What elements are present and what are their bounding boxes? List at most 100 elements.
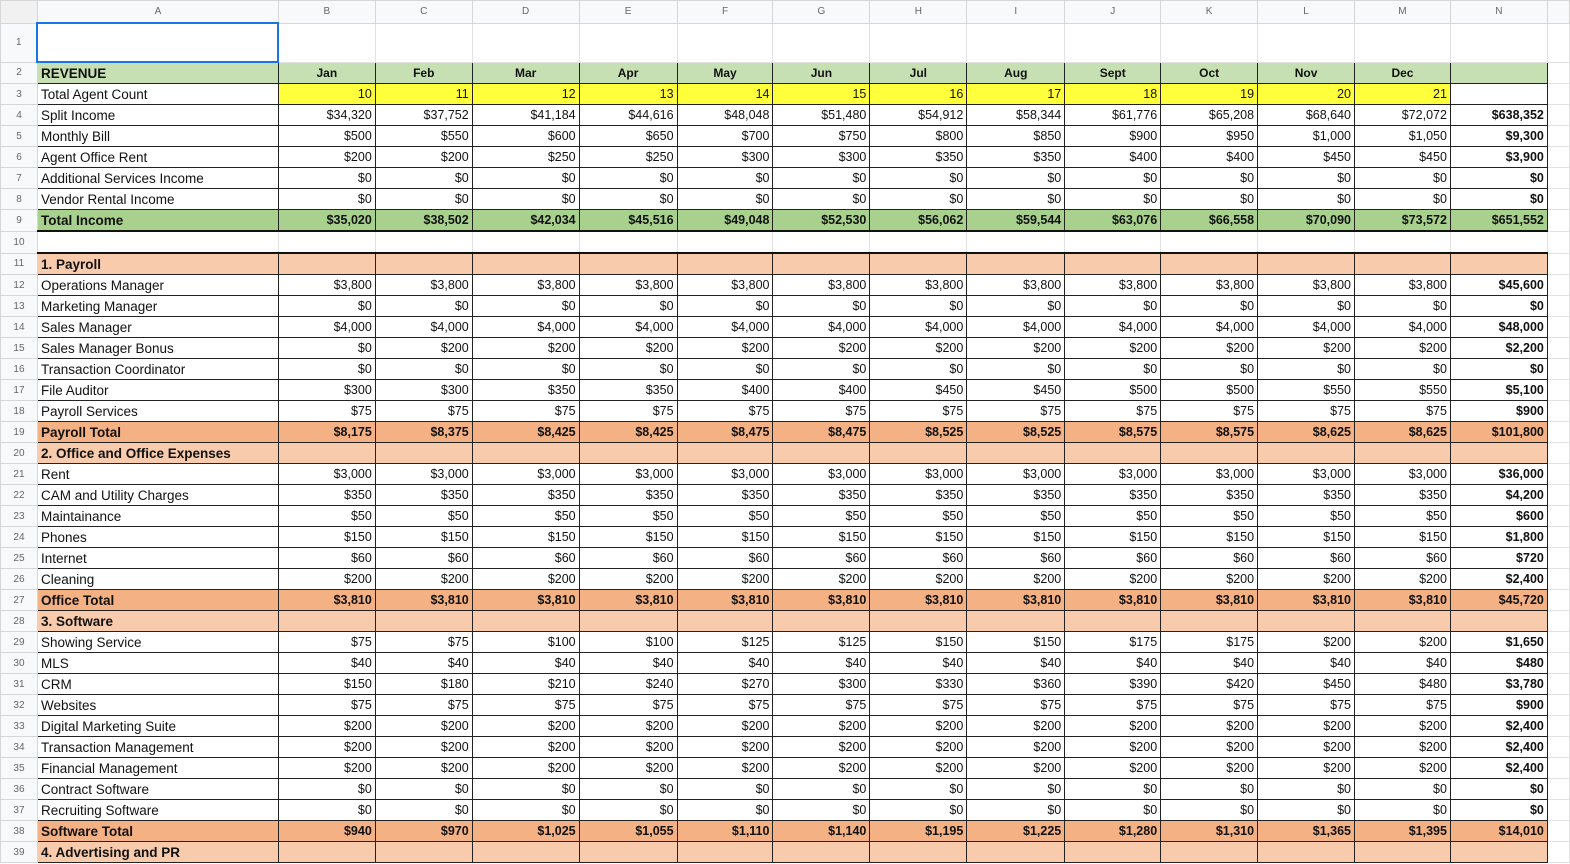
cell-value[interactable]: $1,055 — [578, 820, 678, 842]
cell-value[interactable]: $60 — [1354, 547, 1451, 569]
cell-value[interactable]: $200 — [277, 757, 376, 779]
cell-total[interactable]: $2,400 — [1449, 715, 1548, 737]
cell-value[interactable]: $0 — [374, 167, 473, 189]
cell-value[interactable] — [869, 230, 968, 254]
cell-value[interactable]: 15 — [772, 83, 871, 105]
cell-value[interactable] — [1064, 841, 1162, 863]
cell-total[interactable] — [1449, 83, 1548, 105]
cell-value[interactable]: $150 — [374, 526, 473, 548]
cell-value[interactable]: $150 — [578, 526, 678, 548]
cell-value[interactable]: $200 — [1257, 337, 1355, 359]
cell-value[interactable] — [1160, 610, 1259, 632]
cell-value[interactable]: $0 — [869, 188, 968, 210]
cell-value[interactable]: $100 — [578, 631, 678, 653]
cell-value[interactable]: $200 — [676, 736, 774, 758]
cell-value[interactable] — [772, 610, 871, 632]
cell-value[interactable]: $125 — [772, 631, 871, 653]
cell-empty[interactable] — [1546, 146, 1570, 168]
cell-value[interactable]: $3,810 — [277, 589, 376, 611]
cell-value[interactable]: $1,050 — [1354, 125, 1451, 147]
cell-value[interactable]: 11 — [374, 83, 473, 105]
cell-label[interactable]: Agent Office Rent — [36, 146, 279, 168]
cell-empty[interactable] — [1546, 104, 1570, 126]
cell-value[interactable]: $49,048 — [676, 209, 774, 232]
cell-label[interactable]: Marketing Manager — [36, 295, 279, 317]
row-number[interactable]: 7 — [0, 167, 38, 189]
cell-value[interactable] — [277, 610, 376, 632]
cell-value[interactable] — [1160, 230, 1259, 254]
column-header-g[interactable]: G — [772, 0, 871, 24]
cell-value[interactable]: $200 — [676, 715, 774, 737]
cell-value[interactable]: $75 — [277, 694, 376, 716]
cell-value[interactable]: $3,810 — [1160, 589, 1259, 611]
cell-total[interactable] — [1449, 22, 1548, 63]
cell-value[interactable]: $200 — [1354, 757, 1451, 779]
cell-value[interactable]: $3,000 — [277, 463, 376, 485]
cell-value[interactable]: $75 — [1257, 694, 1355, 716]
cell-value[interactable]: $35,020 — [277, 209, 376, 232]
cell-value[interactable]: $150 — [1354, 526, 1451, 548]
cell-value[interactable]: $0 — [676, 799, 774, 821]
cell-value[interactable]: $0 — [277, 358, 376, 380]
cell-value[interactable]: $8,625 — [1257, 421, 1355, 443]
cell-value[interactable]: $200 — [471, 568, 580, 590]
cell-value[interactable] — [772, 22, 871, 63]
cell-value[interactable]: $0 — [966, 799, 1066, 821]
cell-value[interactable]: $4,000 — [1160, 316, 1259, 338]
cell-value[interactable]: $3,800 — [1064, 274, 1162, 296]
cell-value[interactable]: $52,530 — [772, 209, 871, 232]
cell-value[interactable] — [869, 841, 968, 863]
cell-value[interactable]: $900 — [1064, 125, 1162, 147]
row-number[interactable]: 1 — [0, 22, 38, 63]
cell-value[interactable]: $0 — [772, 295, 871, 317]
cell-value[interactable]: $200 — [1160, 736, 1259, 758]
cell-value[interactable]: $200 — [277, 146, 376, 168]
cell-total[interactable]: $1,800 — [1449, 526, 1548, 548]
cell-value[interactable]: $40 — [772, 652, 871, 674]
cell-label[interactable]: Rent — [36, 463, 279, 485]
cell-value[interactable] — [1064, 442, 1162, 464]
cell-value[interactable] — [1257, 252, 1355, 275]
cell-value[interactable]: $3,800 — [1257, 274, 1355, 296]
cell-value[interactable]: $40 — [277, 652, 376, 674]
cell-value[interactable]: $450 — [1354, 146, 1451, 168]
cell-label[interactable]: Internet — [36, 547, 279, 569]
cell-value[interactable]: $400 — [1160, 146, 1259, 168]
row-number[interactable]: 2 — [0, 61, 38, 84]
cell-total[interactable]: $2,400 — [1449, 757, 1548, 779]
cell-empty[interactable] — [1546, 209, 1570, 232]
cell-empty[interactable] — [1546, 463, 1570, 485]
cell-value[interactable]: $0 — [1257, 358, 1355, 380]
cell-label[interactable]: Digital Marketing Suite — [36, 715, 279, 737]
row-number[interactable]: 9 — [0, 209, 38, 232]
month-header[interactable]: May — [676, 61, 774, 84]
cell-empty[interactable] — [1546, 526, 1570, 548]
cell-total[interactable]: $3,780 — [1449, 673, 1548, 695]
cell-value[interactable]: $60 — [578, 547, 678, 569]
cell-value[interactable]: $58,344 — [966, 104, 1066, 126]
cell-value[interactable]: $200 — [1064, 715, 1162, 737]
column-header-i[interactable]: I — [966, 0, 1066, 24]
cell-total[interactable]: $2,400 — [1449, 568, 1548, 590]
cell-value[interactable]: $3,810 — [1257, 589, 1355, 611]
cell-value[interactable]: $3,810 — [374, 589, 473, 611]
cell-value[interactable] — [471, 230, 580, 254]
select-all-corner[interactable] — [0, 0, 38, 24]
cell-value[interactable]: $200 — [966, 568, 1066, 590]
cell-empty[interactable] — [1546, 379, 1570, 401]
cell-value[interactable]: $60 — [869, 547, 968, 569]
cell-label[interactable]: Software Total — [36, 820, 279, 842]
cell-value[interactable]: $1,395 — [1354, 820, 1451, 842]
row-number[interactable]: 35 — [0, 757, 38, 779]
cell-value[interactable]: $4,000 — [869, 316, 968, 338]
cell-value[interactable]: $350 — [772, 484, 871, 506]
cell-value[interactable]: $1,110 — [676, 820, 774, 842]
row-number[interactable]: 27 — [0, 589, 38, 611]
cell-value[interactable]: $0 — [471, 167, 580, 189]
cell-value[interactable] — [1064, 22, 1162, 63]
cell-value[interactable] — [1257, 22, 1355, 63]
column-header-k[interactable]: K — [1160, 0, 1259, 24]
cell-value[interactable]: $750 — [772, 125, 871, 147]
row-number[interactable]: 28 — [0, 610, 38, 632]
cell-value[interactable]: $200 — [1257, 715, 1355, 737]
